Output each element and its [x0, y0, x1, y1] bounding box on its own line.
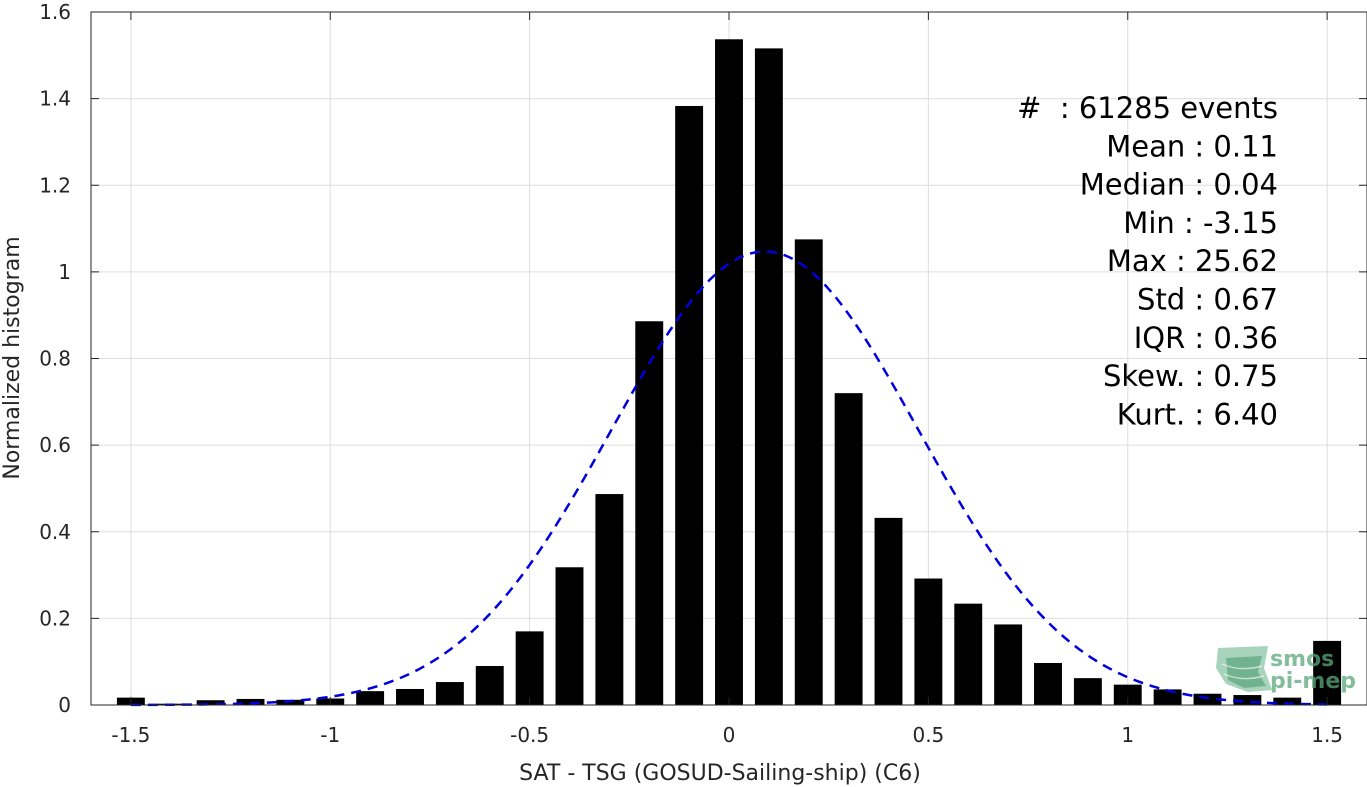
histogram-bar	[914, 578, 943, 705]
histogram-bar	[515, 631, 544, 705]
histogram-bar	[435, 682, 464, 705]
histogram-bar	[675, 105, 704, 705]
stat-line: Mean : 0.11	[1106, 129, 1278, 163]
histogram-bar	[834, 393, 863, 705]
y-tick-label: 1	[58, 260, 71, 284]
histogram-bar	[954, 603, 983, 705]
x-tick-label: 1.5	[1311, 723, 1343, 747]
stat-line: Median : 0.04	[1080, 168, 1278, 202]
logo-text-pimep: pi-mep	[1270, 669, 1356, 694]
y-tick-label: 0.6	[39, 433, 71, 457]
histogram-bar	[754, 48, 783, 705]
histogram-bar	[396, 688, 424, 705]
y-tick-label: 1.4	[39, 87, 71, 111]
histogram-bar	[475, 666, 504, 705]
smos-pimep-logo: smos pi-mep	[1216, 646, 1356, 694]
histogram-bar	[1313, 640, 1342, 705]
histogram-bar	[1113, 684, 1142, 705]
x-tick-label: 0	[723, 723, 736, 747]
histogram-bar	[595, 494, 624, 705]
y-tick-label: 0.2	[39, 606, 71, 630]
x-axis-ticks: -1.5 -1 -0.5 0 0.5 1 1.5	[111, 12, 1343, 747]
histogram-bar	[236, 698, 265, 705]
x-tick-label: 0.5	[912, 723, 944, 747]
x-axis-label: SAT - TSG (GOSUD-Sailing-ship) (C6)	[519, 761, 921, 786]
y-tick-label: 0.8	[39, 347, 71, 371]
x-tick-label: -1.5	[111, 723, 150, 747]
stat-line: Min : -3.15	[1123, 206, 1278, 240]
y-tick-label: 0.4	[39, 520, 71, 544]
histogram-bar	[715, 39, 743, 706]
histogram-bar	[1233, 695, 1262, 705]
stat-line: Max : 25.62	[1107, 244, 1278, 278]
stat-line: Kurt. : 6.40	[1117, 397, 1278, 431]
histogram-bar	[196, 700, 225, 705]
stat-line: IQR : 0.36	[1134, 321, 1278, 355]
statistics-box: # : 61285 events Mean : 0.11 Median : 0.04…	[1017, 91, 1278, 431]
stat-line: Std : 0.67	[1137, 283, 1278, 317]
histogram-bar	[635, 321, 664, 705]
x-tick-label: -0.5	[510, 723, 549, 747]
stat-line: Skew. : 0.75	[1103, 359, 1278, 393]
histogram-bars	[116, 39, 1342, 706]
logo-mark-icon	[1216, 646, 1272, 692]
histogram-bar	[1273, 697, 1302, 705]
histogram-bar	[1193, 693, 1222, 705]
histogram-bar	[994, 624, 1023, 705]
histogram-bar	[874, 517, 903, 705]
x-tick-label: -1	[320, 723, 340, 747]
y-tick-label: 1.2	[39, 173, 71, 197]
y-axis-label: Normalized histogram	[0, 236, 25, 479]
histogram-bar	[794, 239, 823, 705]
histogram-bar	[1034, 662, 1062, 705]
histogram-bar	[555, 567, 584, 705]
histogram-bar	[1073, 678, 1102, 705]
histogram-bar	[356, 691, 385, 705]
stat-line: # : 61285 events	[1017, 91, 1278, 125]
y-tick-label: 0	[58, 693, 71, 717]
x-tick-label: 1	[1121, 723, 1134, 747]
logo-text-smos: smos	[1270, 647, 1334, 672]
y-tick-label: 1.6	[39, 0, 71, 24]
y-axis-ticks: 0 0.2 0.4 0.6 0.8 1 1.2 1.4 1.6	[39, 0, 1367, 717]
